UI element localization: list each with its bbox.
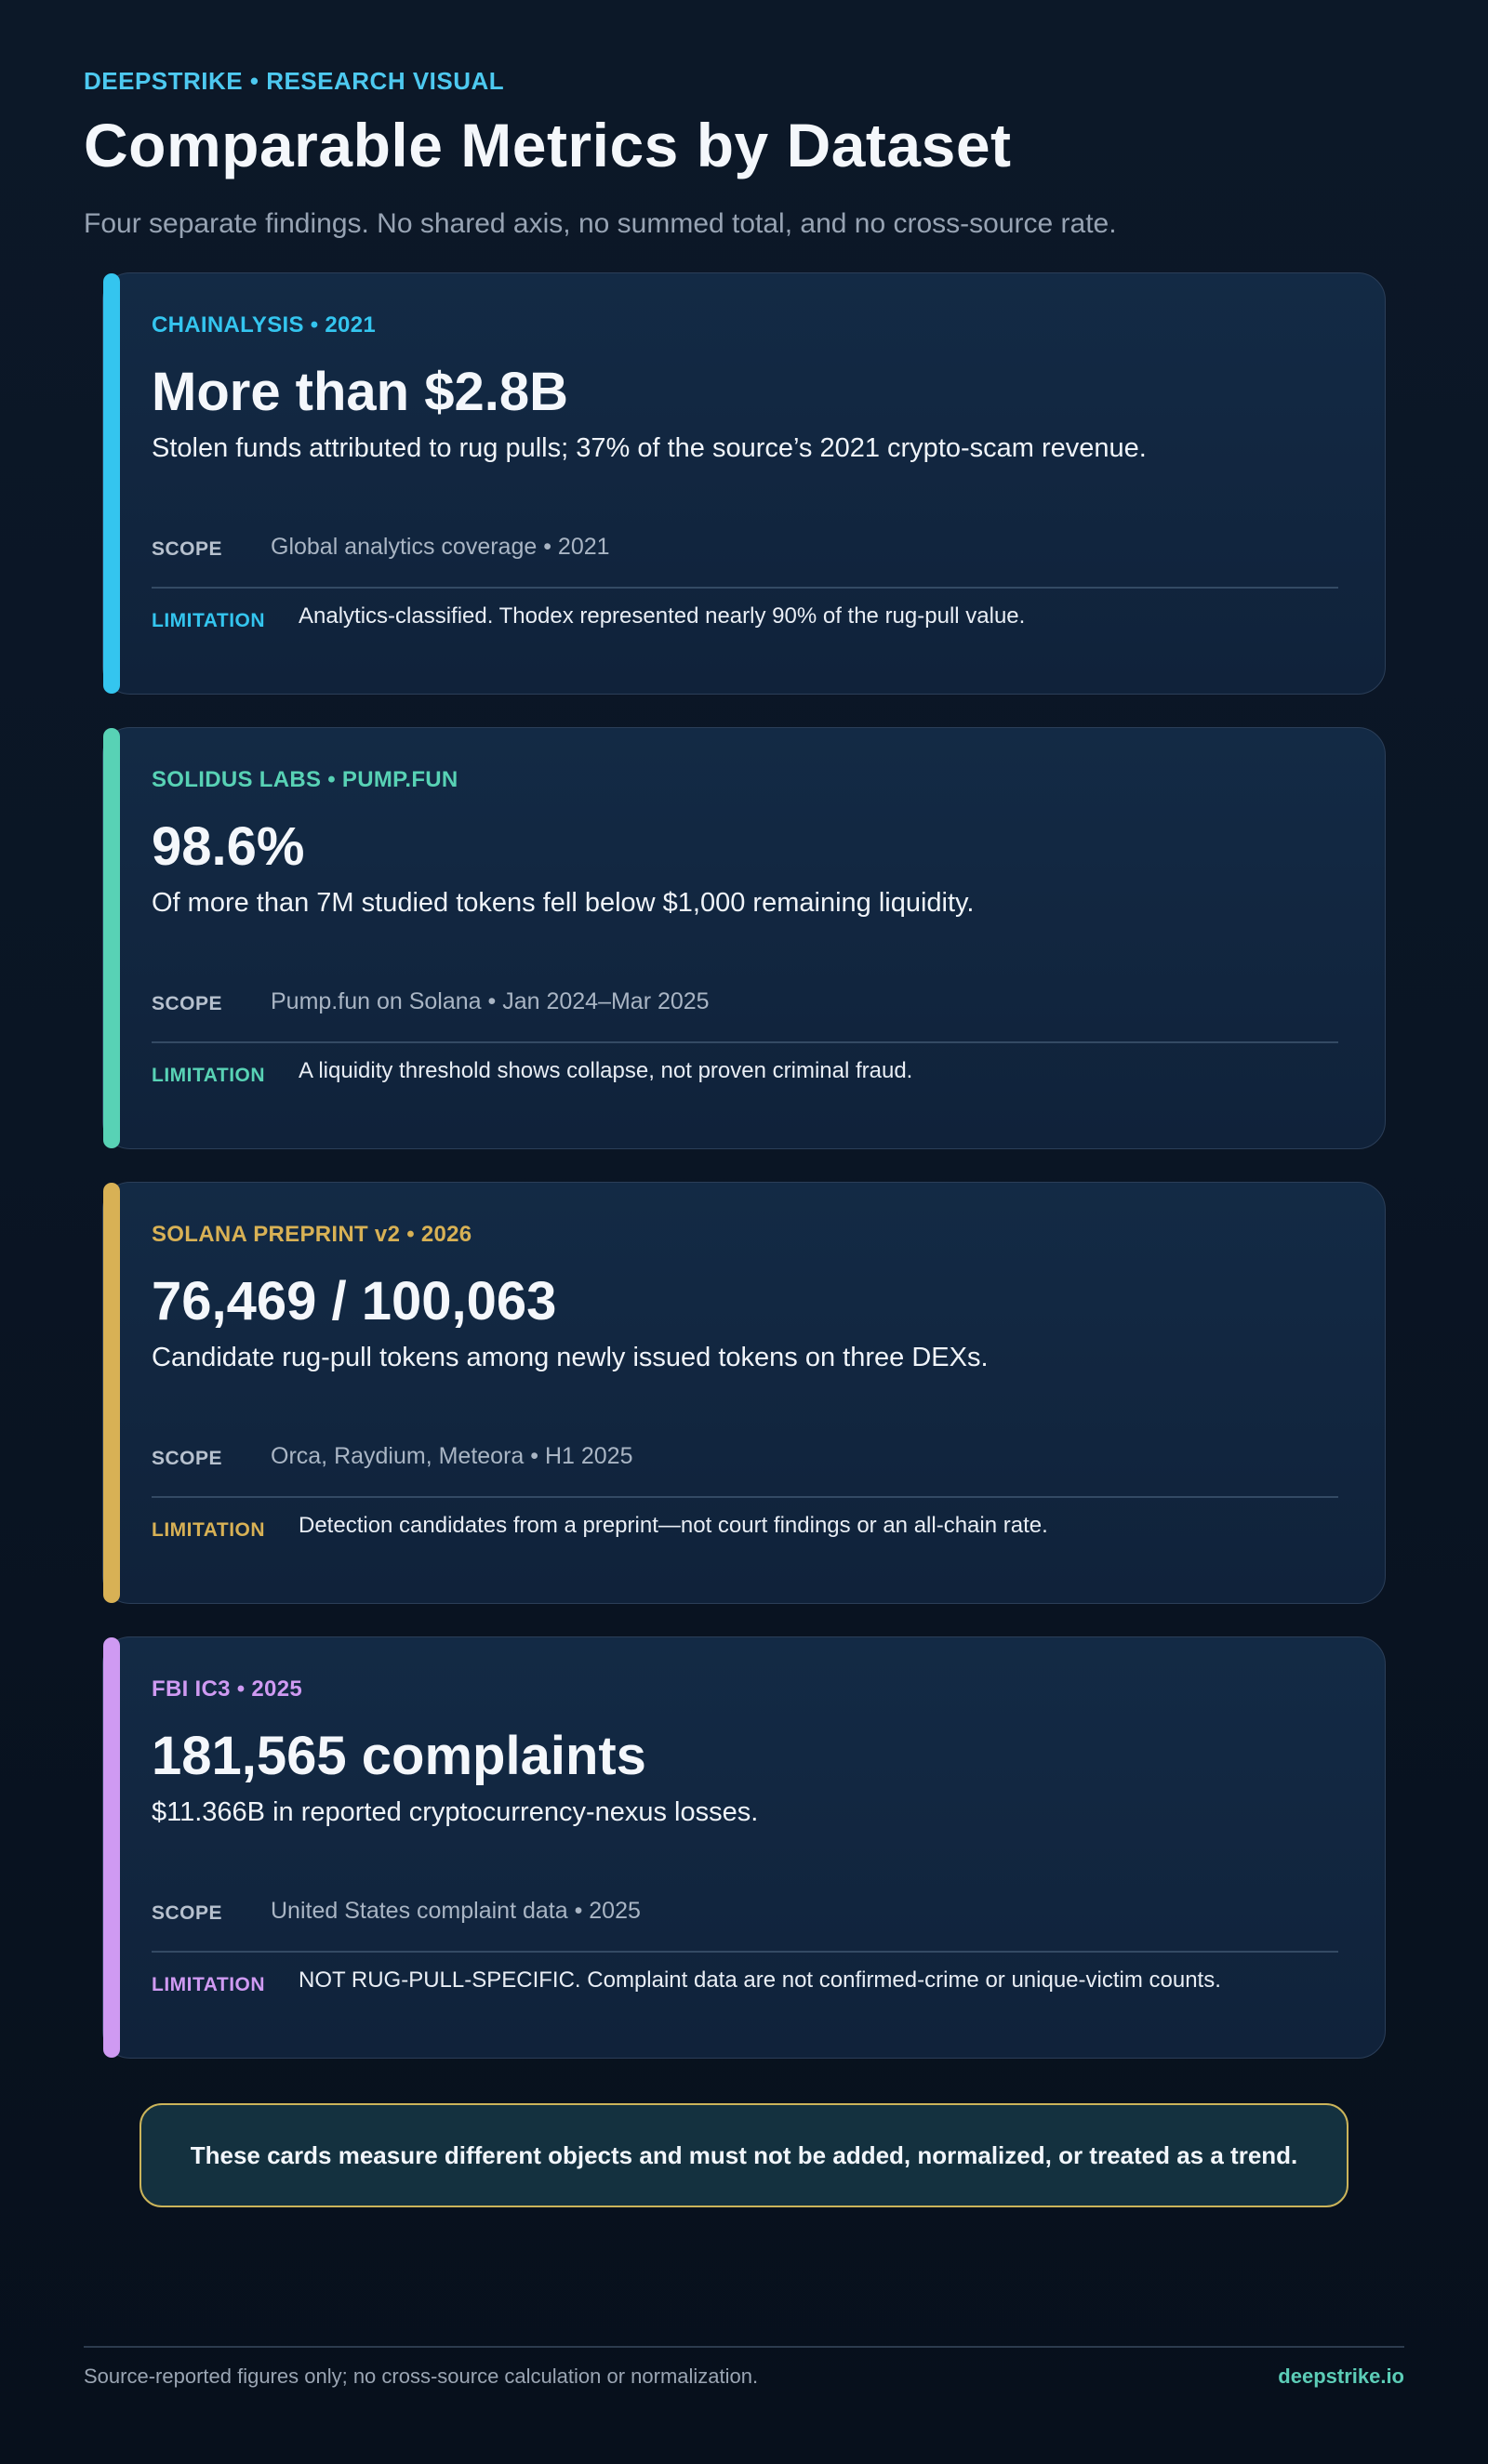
metric-card-chainalysis: CHAINALYSIS • 2021 More than $2.8B Stole… (102, 272, 1386, 695)
page-subtitle: Four separate findings. No shared axis, … (84, 208, 1117, 239)
card-headline-metric: More than $2.8B (152, 362, 568, 422)
card-divider (152, 587, 1338, 589)
card-source-label: SOLIDUS LABS • PUMP.FUN (152, 767, 458, 792)
card-source-label: FBI IC3 • 2025 (152, 1676, 303, 1702)
card-accent-bar (103, 273, 120, 694)
card-scope-value: Orca, Raydium, Meteora • H1 2025 (271, 1443, 633, 1469)
card-limitation-label: LIMITATION (152, 610, 266, 631)
card-headline-metric: 98.6% (152, 816, 305, 877)
footer-divider (84, 2346, 1404, 2348)
card-divider (152, 1951, 1338, 1953)
card-headline-metric: 181,565 complaints (152, 1726, 646, 1786)
card-scope-label: SCOPE (152, 993, 223, 1014)
card-limitation-value: A liquidity threshold shows collapse, no… (299, 1058, 913, 1083)
caution-notice-text: These cards measure different objects an… (190, 2140, 1298, 2169)
card-limitation-value: NOT RUG-PULL-SPECIFIC. Complaint data ar… (299, 1967, 1221, 1993)
card-description: $11.366B in reported cryptocurrency-nexu… (152, 1797, 759, 1827)
eyebrow-label: DEEPSTRIKE • RESEARCH VISUAL (84, 67, 505, 95)
card-scope-label: SCOPE (152, 1902, 223, 1924)
card-description: Candidate rug-pull tokens among newly is… (152, 1343, 989, 1372)
card-scope-label: SCOPE (152, 1448, 223, 1469)
card-description: Stolen funds attributed to rug pulls; 37… (152, 433, 1147, 463)
card-source-label: CHAINALYSIS • 2021 (152, 312, 377, 338)
metric-card-solana-preprint: SOLANA PREPRINT v2 • 2026 76,469 / 100,0… (102, 1182, 1386, 1604)
card-accent-bar (103, 728, 120, 1148)
footer-brand-link[interactable]: deepstrike.io (1278, 2365, 1404, 2388)
metric-card-fbi-ic3: FBI IC3 • 2025 181,565 complaints $11.36… (102, 1636, 1386, 2059)
card-scope-label: SCOPE (152, 538, 223, 560)
card-limitation-label: LIMITATION (152, 1974, 266, 1995)
card-limitation-value: Detection candidates from a preprint—not… (299, 1513, 1048, 1538)
card-divider (152, 1041, 1338, 1043)
card-scope-value: Global analytics coverage • 2021 (271, 534, 610, 560)
card-limitation-value: Analytics-classified. Thodex represented… (299, 603, 1026, 629)
footer-note: Source-reported figures only; no cross-s… (84, 2365, 759, 2388)
card-accent-bar (103, 1637, 120, 2058)
card-divider (152, 1496, 1338, 1498)
metric-card-solidus-labs: SOLIDUS LABS • PUMP.FUN 98.6% Of more th… (102, 727, 1386, 1149)
card-description: Of more than 7M studied tokens fell belo… (152, 888, 975, 918)
card-scope-value: Pump.fun on Solana • Jan 2024–Mar 2025 (271, 988, 710, 1014)
page-title: Comparable Metrics by Dataset (84, 111, 1012, 179)
card-scope-value: United States complaint data • 2025 (271, 1898, 641, 1924)
caution-notice: These cards measure different objects an… (140, 2103, 1348, 2207)
card-limitation-label: LIMITATION (152, 1065, 266, 1086)
card-accent-bar (103, 1183, 120, 1603)
card-source-label: SOLANA PREPRINT v2 • 2026 (152, 1222, 472, 1247)
card-limitation-label: LIMITATION (152, 1519, 266, 1541)
card-headline-metric: 76,469 / 100,063 (152, 1271, 557, 1331)
